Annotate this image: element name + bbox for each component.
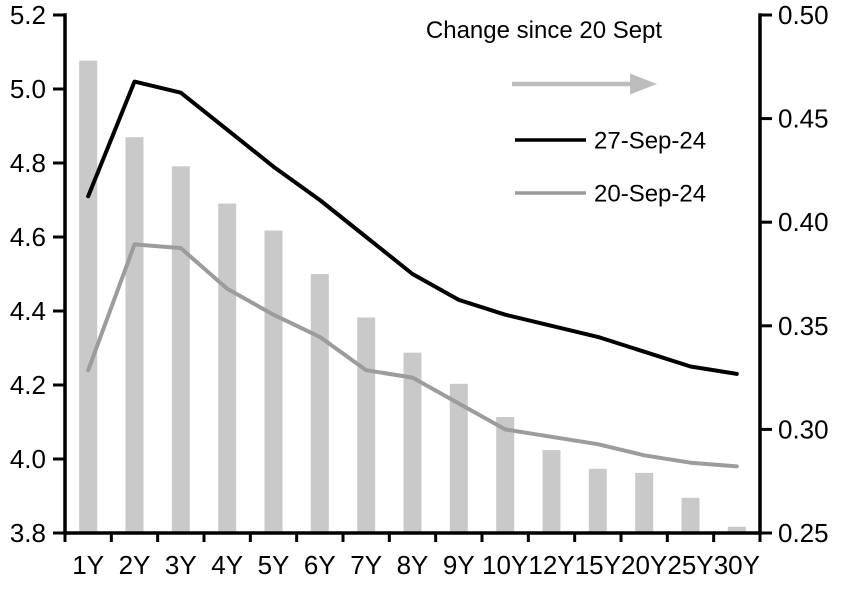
x-axis-tick-label: 4Y <box>211 550 243 580</box>
y-axis-left-tick-label: 4.4 <box>10 296 46 326</box>
y-axis-left-tick-label: 4.8 <box>10 148 46 178</box>
y-axis-left-tick-label: 3.8 <box>10 518 46 548</box>
bar-9Y <box>449 383 468 533</box>
y-axis-right-tick-label: 0.30 <box>778 414 829 444</box>
x-axis-tick-label: 5Y <box>258 550 290 580</box>
y-axis-left-tick-label: 5.2 <box>10 0 46 30</box>
y-axis-right-tick-label: 0.40 <box>778 207 829 237</box>
legend-label-27-sep: 27-Sep-24 <box>594 128 706 155</box>
legend-label-20-sep: 20-Sep-24 <box>594 181 706 208</box>
y-axis-left-tick-label: 5.0 <box>10 74 46 104</box>
bar-30Y <box>727 526 746 533</box>
bar-6Y <box>310 274 329 533</box>
x-axis-tick-label: 9Y <box>443 550 475 580</box>
y-axis-left-tick-label: 4.0 <box>10 444 46 474</box>
bar-4Y <box>218 203 237 533</box>
line-27-sep-24 <box>86 79 739 376</box>
y-axis-right-tick-label: 0.25 <box>778 518 829 548</box>
legend: Change since 20 Sept 27-Sep-24 20-Sep-24 <box>426 17 706 208</box>
y-axis-left-tick-label: 4.2 <box>10 370 46 400</box>
x-axis-tick-label: 30Y <box>714 550 760 580</box>
line-20-sep-24 <box>86 242 739 469</box>
y-axis-left-tick-label: 4.6 <box>10 222 46 252</box>
x-axis-tick-label: 12Y <box>528 550 574 580</box>
bar-8Y <box>403 352 422 533</box>
bar-10Y <box>496 417 515 533</box>
x-axis-tick-label: 25Y <box>667 550 713 580</box>
x-axis-tick-label: 15Y <box>575 550 621 580</box>
x-axis-tick-label: 3Y <box>165 550 197 580</box>
x-axis-tick-label: 20Y <box>621 550 667 580</box>
bar-1Y <box>79 60 98 533</box>
legend-title: Change since 20 Sept <box>426 17 663 44</box>
bar-7Y <box>357 317 376 533</box>
bar-20Y <box>635 472 654 533</box>
x-axis-tick-label: 2Y <box>119 550 151 580</box>
y-axis-right-tick-label: 0.50 <box>778 0 829 30</box>
yield-curve-lines <box>86 79 739 469</box>
x-axis-tick-label: 8Y <box>397 550 429 580</box>
x-axis-tick-label: 6Y <box>304 550 336 580</box>
bar-3Y <box>171 166 190 534</box>
x-axis-tick-label: 10Y <box>482 550 528 580</box>
right-arrow-icon <box>512 73 657 95</box>
bar-15Y <box>588 468 607 533</box>
y-axis-right-tick-label: 0.35 <box>778 311 829 341</box>
bar-5Y <box>264 230 283 533</box>
bar-2Y <box>125 137 144 533</box>
axes: 5.2 5.0 4.8 4.6 4.4 4.2 4.0 3.8 0.50 0.45 0.40 0.35… <box>10 0 829 580</box>
bar-12Y <box>542 450 561 533</box>
y-axis-right-tick-label: 0.45 <box>778 104 829 134</box>
x-axis-tick-label: 1Y <box>72 550 104 580</box>
bar-25Y <box>681 497 700 533</box>
x-axis-tick-label: 7Y <box>350 550 382 580</box>
